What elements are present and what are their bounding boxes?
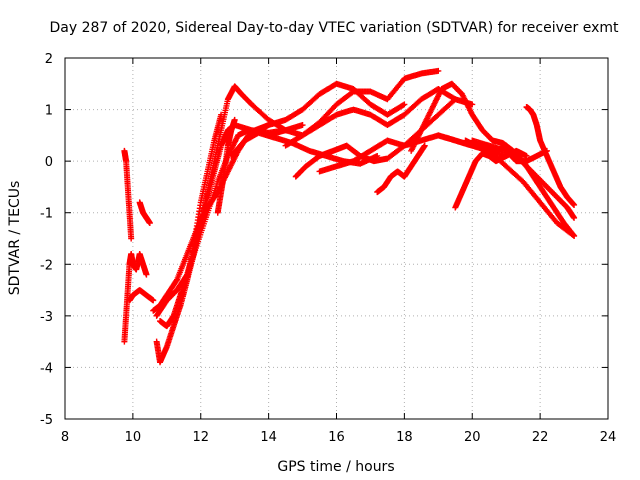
data-points [121, 67, 578, 366]
series-arc-1 [121, 250, 150, 345]
data-point [143, 271, 150, 278]
data-point [245, 127, 252, 134]
series-arc-16 [316, 132, 510, 175]
y-tick-label: 2 [45, 52, 53, 67]
chart-title: Day 287 of 2020, Sidereal Day-to-day VTE… [50, 20, 620, 36]
data-point [452, 96, 459, 103]
series-arc-9 [177, 111, 225, 309]
series-arc-23 [469, 137, 550, 165]
data-point [150, 297, 157, 304]
x-tick-label: 22 [532, 430, 549, 445]
x-tick-label: 16 [328, 430, 345, 445]
data-point [421, 142, 428, 149]
x-tick-label: 8 [61, 430, 69, 445]
data-point [543, 147, 550, 154]
data-point [469, 101, 476, 108]
y-tick-label: -1 [40, 207, 53, 222]
data-point [435, 67, 442, 74]
series-arc-14 [282, 85, 476, 149]
data-point [231, 116, 238, 123]
series-arc-3 [136, 199, 153, 227]
y-axis-label: SDTVAR / TECUs [7, 181, 23, 296]
series-arc-4 [126, 287, 157, 304]
series-arc-2 [121, 147, 135, 242]
x-tick-label: 18 [396, 430, 413, 445]
series-arc-12 [252, 80, 408, 134]
data-point [569, 232, 576, 239]
y-tick-label: -2 [40, 258, 53, 273]
data-point [401, 101, 408, 108]
data-point [571, 201, 578, 208]
data-point [146, 220, 153, 227]
data-point [299, 122, 306, 129]
y-tick-label: -3 [40, 310, 53, 325]
y-tick-label: -4 [40, 361, 53, 376]
data-point [571, 214, 578, 221]
x-tick-label: 20 [464, 430, 481, 445]
y-tick-label: 0 [45, 155, 53, 170]
series-arc-20 [452, 147, 530, 211]
y-tick-label: 1 [45, 104, 53, 119]
x-tick-label: 12 [192, 430, 209, 445]
data-point [128, 235, 135, 242]
data-point [451, 97, 458, 104]
x-tick-label: 14 [260, 430, 277, 445]
series-arc-22 [523, 103, 578, 208]
data-point [571, 232, 578, 239]
data-point [400, 102, 407, 109]
series-arc-10 [214, 116, 238, 216]
series-arc-17 [374, 142, 428, 196]
x-tick-label: 10 [125, 430, 142, 445]
data-point [523, 152, 530, 159]
x-axis-label: GPS time / hours [277, 459, 394, 475]
y-tick-label: -5 [40, 413, 53, 428]
x-tick-label: 24 [600, 430, 617, 445]
data-point [218, 111, 225, 118]
